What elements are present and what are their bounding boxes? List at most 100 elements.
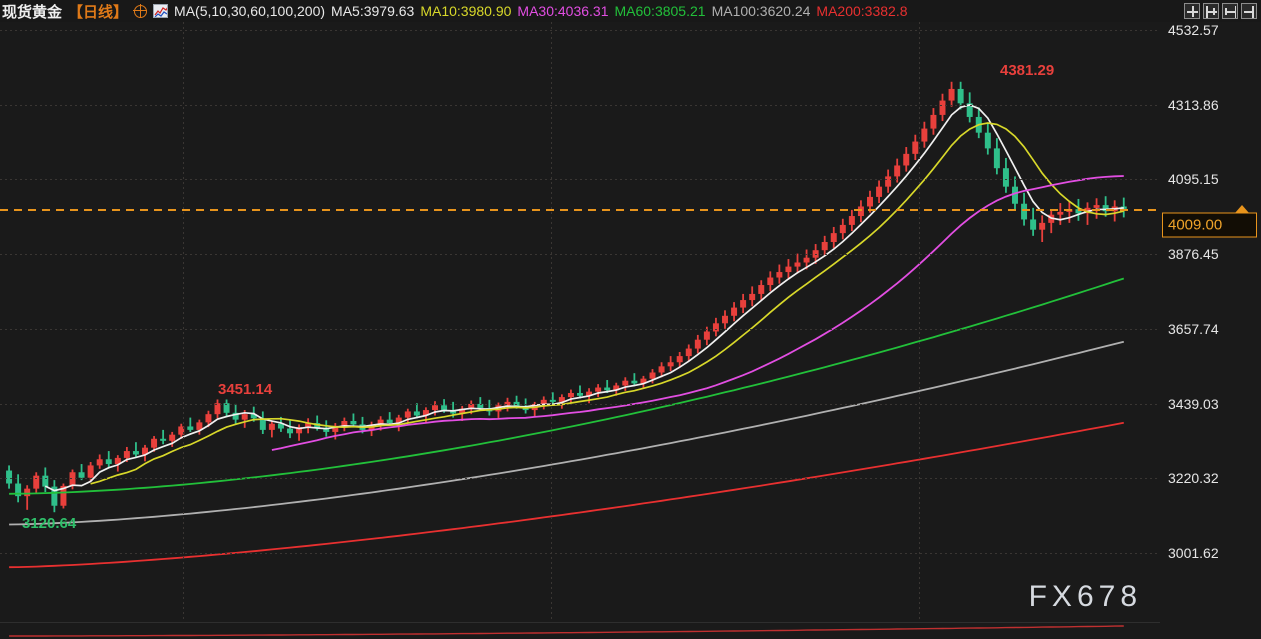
vertical-gridline [919, 22, 920, 622]
vertical-gridline [551, 22, 552, 622]
candlestick [187, 417, 194, 432]
candlestick [821, 235, 828, 257]
candlestick [595, 384, 602, 398]
current-price-line [0, 209, 1160, 211]
candlestick [142, 444, 148, 462]
candlestick [676, 351, 683, 368]
gridline [0, 179, 1160, 180]
candlestick [441, 399, 448, 413]
gridline [0, 404, 1160, 405]
gridline [0, 553, 1160, 554]
current-price-box: 4009.00 [1162, 212, 1257, 238]
candlestick [540, 396, 547, 410]
candlestick [123, 446, 130, 462]
candlestick [1048, 209, 1055, 234]
candlestick [785, 259, 792, 279]
candlestick [1002, 157, 1009, 193]
gridline [0, 254, 1160, 255]
candlestick [830, 226, 837, 249]
candlestick [894, 158, 901, 183]
ma-line-ma60 [9, 277, 1125, 495]
macd-series [9, 625, 1124, 637]
ma-line-ma5 [44, 104, 1124, 492]
price-series [6, 81, 1127, 569]
candlestick [87, 461, 94, 482]
candlestick [749, 286, 756, 307]
candlestick [577, 385, 583, 399]
ma10-value: MA10:3980.90 [420, 3, 512, 19]
candlestick [712, 317, 719, 337]
candlestick [803, 249, 810, 270]
price-axis[interactable]: 4532.57 4313.86 4095.15 3876.45 3657.74 3439.… [1160, 22, 1261, 622]
vertical-gridline [183, 22, 184, 622]
candlestick [993, 138, 1000, 175]
candlestick [205, 410, 212, 428]
candlestick [160, 429, 167, 445]
candlestick [549, 392, 556, 405]
macd-dea: DEA:40.55 [199, 636, 268, 639]
watermark: FX678 [1028, 580, 1142, 613]
gridline [0, 478, 1160, 479]
candlestick [912, 134, 919, 161]
chart-plot-area[interactable]: 4381.29 3451.14 3120.64 FX678 [0, 22, 1160, 622]
candlestick [132, 442, 139, 458]
candlestick [685, 344, 692, 361]
axis-label: 4532.57 [1168, 22, 1219, 38]
candlestick [15, 474, 22, 503]
candlestick [649, 369, 656, 384]
chart-header: 现货黄金 【日线】 MA(5,10,30,60,100,200) MA5:397… [0, 0, 1261, 22]
candlestick [486, 399, 493, 416]
low-annotation: 3120.64 [22, 515, 77, 532]
candlestick [604, 380, 611, 393]
candlestick [930, 108, 937, 135]
ma-line-ma100 [9, 340, 1125, 526]
ma-line-ma10 [90, 122, 1124, 485]
symbol-label: 现货黄金 [2, 3, 63, 21]
ma-settings-label[interactable]: MA(5,10,30,60,100,200) [174, 3, 326, 19]
candlestick [776, 264, 783, 284]
candlestick [287, 419, 293, 439]
candlestick [513, 395, 520, 409]
candlestick [151, 436, 158, 452]
axis-label: 3220.32 [1168, 470, 1219, 486]
macd-diff: DIFF:17.40 [114, 636, 185, 639]
ma5-value: MA5:3979.63 [331, 3, 415, 19]
ma-line-ma200 [9, 421, 1124, 569]
candlestick [78, 464, 85, 481]
macd-legend: MACD(26,12,9) DIFF:17.40 DEA:40.55 MACD:… [2, 636, 378, 639]
candlestick [812, 244, 819, 264]
chart-type-icon[interactable] [153, 4, 169, 18]
candlestick [839, 218, 846, 240]
candlestick [404, 408, 411, 423]
candlestick [558, 394, 565, 409]
candlestick [740, 293, 747, 314]
candlestick [957, 81, 964, 110]
candlestick [51, 480, 58, 513]
shift-left-button[interactable] [1203, 3, 1219, 19]
axis-label: 3439.03 [1168, 396, 1219, 412]
candlestick [33, 472, 40, 494]
axis-label: 4095.15 [1168, 171, 1219, 187]
candlestick [114, 455, 121, 472]
candlestick [857, 200, 864, 223]
candlestick [948, 81, 955, 107]
candlestick [966, 92, 973, 123]
jump-end-button[interactable] [1241, 3, 1257, 19]
candlestick [214, 399, 221, 419]
candlestick [1057, 203, 1064, 225]
ma30-value: MA30:4036.31 [517, 3, 609, 19]
candlestick [296, 424, 303, 441]
move-crosshair-button[interactable] [1184, 3, 1200, 19]
candlestick [223, 399, 230, 417]
candlestick [921, 121, 928, 148]
axis-label: 3876.45 [1168, 246, 1219, 262]
candlestick [567, 389, 574, 403]
candlestick [432, 401, 438, 416]
candlestick [341, 417, 348, 432]
candlestick [1066, 201, 1073, 223]
crosshair-icon[interactable] [133, 3, 148, 18]
candlestick [939, 93, 946, 122]
shift-right-button[interactable] [1222, 3, 1238, 19]
candlestick [386, 412, 393, 426]
candlestick [468, 400, 475, 415]
